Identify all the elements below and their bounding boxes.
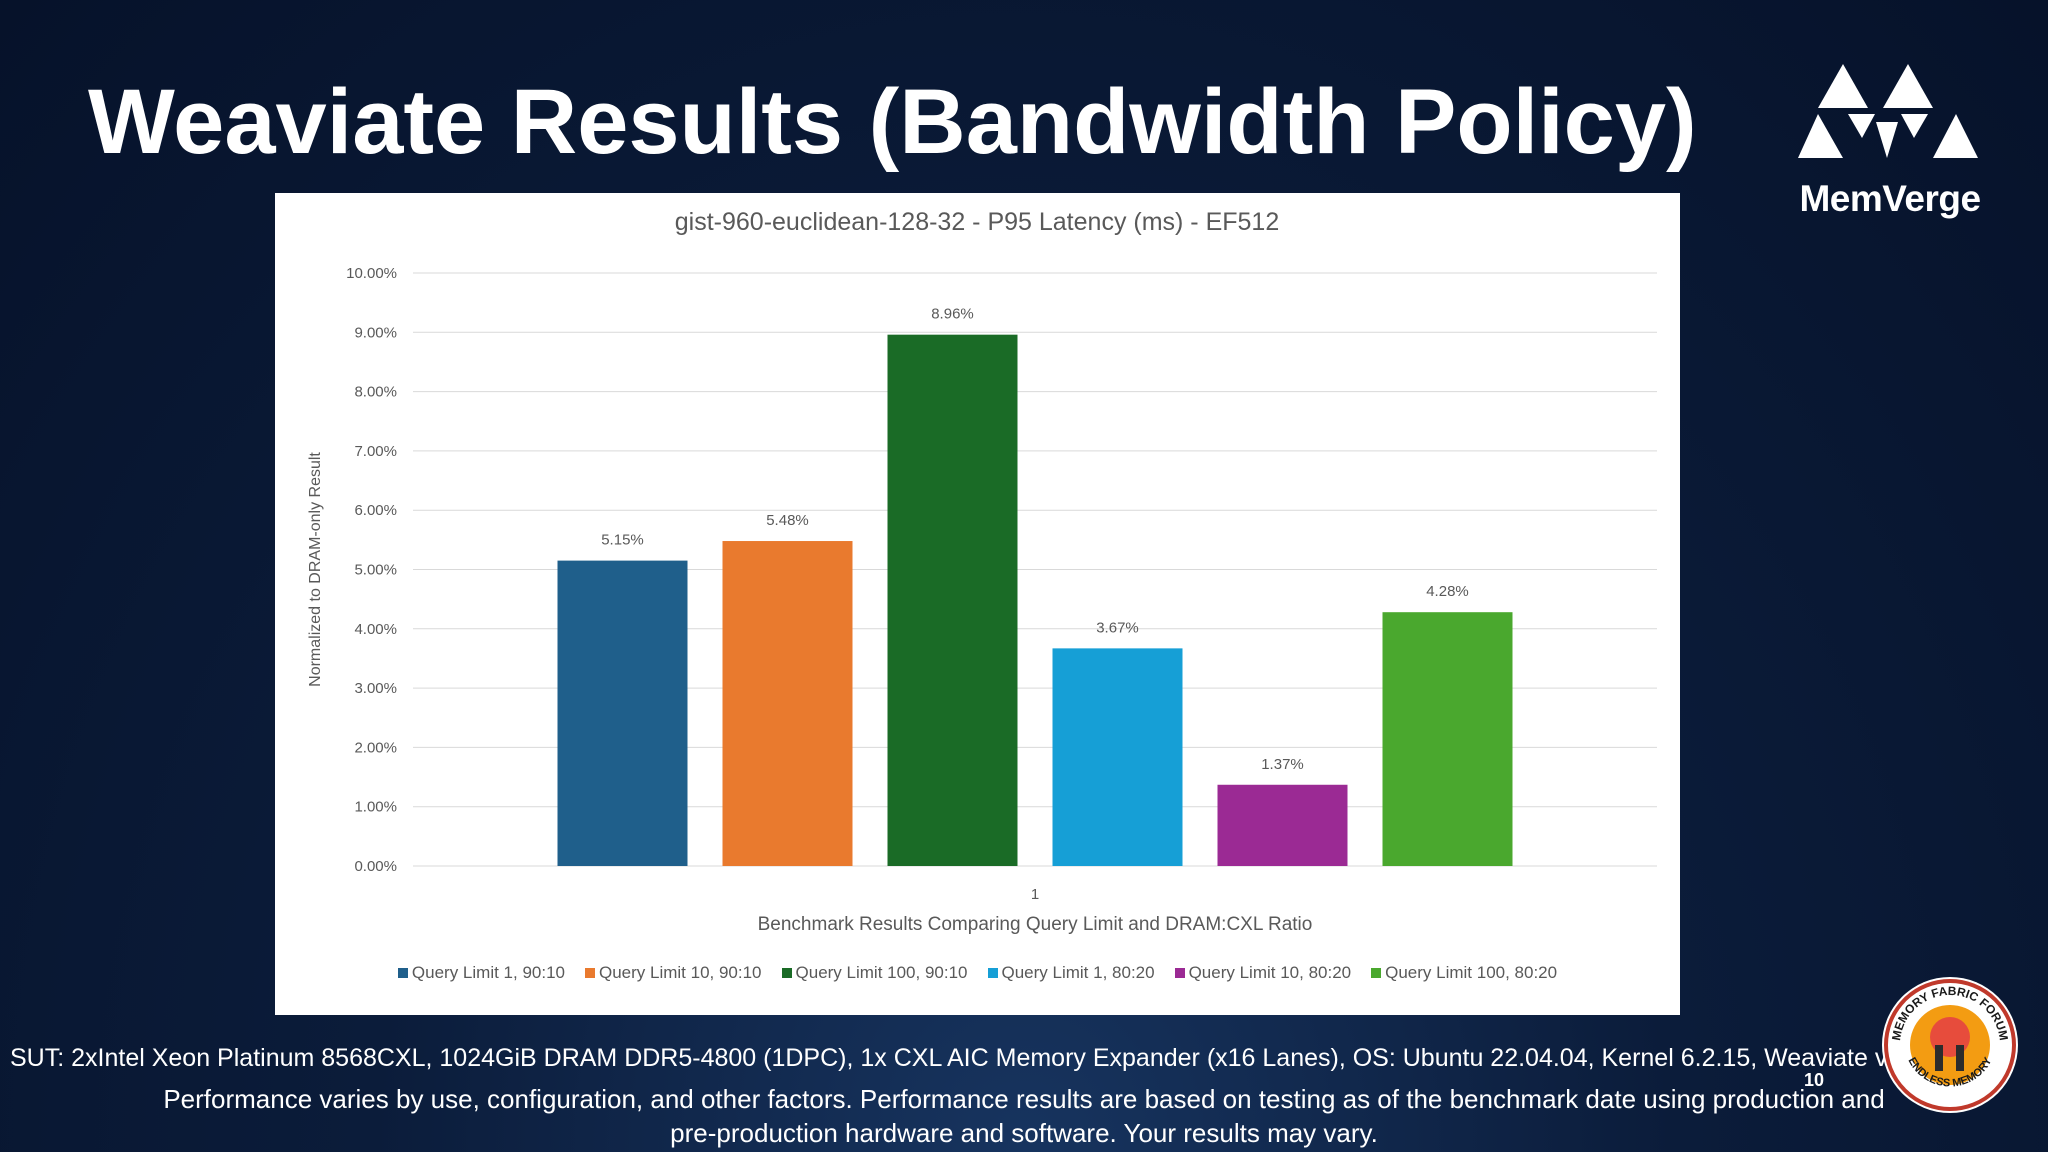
x-tick-label: 1 xyxy=(1031,886,1039,903)
legend-swatch xyxy=(781,968,792,978)
y-tick-label: 7.00% xyxy=(354,443,397,460)
y-tick-label: 8.00% xyxy=(354,384,397,401)
data-label: 8.96% xyxy=(931,306,974,323)
y-tick-label: 10.00% xyxy=(346,265,397,282)
page-number: 10 xyxy=(1804,1070,1825,1090)
memory-fabric-forum-badge-icon: MEMORY FABRIC FORUM ENDLESS MEMORY xyxy=(1882,977,2018,1113)
footer-performance-text-1: Performance varies by use, configuration… xyxy=(163,1084,1885,1114)
bar xyxy=(1217,784,1348,866)
legend-label: Query Limit 100, 90:10 xyxy=(795,963,968,982)
legend-item: Query Limit 10, 90:10 xyxy=(584,963,762,983)
bar xyxy=(557,560,688,866)
triangles-logo-icon xyxy=(1798,64,1978,158)
chart-panel: gist-960-euclidean-128-32 - P95 Latency … xyxy=(275,193,1680,1015)
y-tick-label: 0.00% xyxy=(354,858,397,875)
legend-label: Query Limit 10, 80:20 xyxy=(1188,963,1352,982)
chart-legend: Query Limit 1, 90:10 Query Limit 10, 90:1… xyxy=(275,963,1680,983)
bar xyxy=(887,334,1018,866)
data-label: 5.15% xyxy=(601,532,644,549)
chart-title: gist-960-euclidean-128-32 - P95 Latency … xyxy=(675,208,1279,236)
legend-label: Query Limit 10, 90:10 xyxy=(598,963,762,982)
legend-item: Query Limit 1, 80:20 xyxy=(987,963,1155,983)
y-tick-label: 2.00% xyxy=(354,739,397,756)
bar xyxy=(722,541,853,866)
footer-sut-text: SUT: 2xIntel Xeon Platinum 8568CXL, 1024… xyxy=(10,1044,1957,1072)
data-label: 1.37% xyxy=(1261,756,1304,773)
legend-label: Query Limit 1, 90:10 xyxy=(411,963,565,982)
legend-item: Query Limit 100, 80:20 xyxy=(1371,963,1557,983)
data-label: 5.48% xyxy=(766,512,809,529)
legend-swatch xyxy=(397,968,408,978)
y-tick-label: 3.00% xyxy=(354,680,397,697)
footer-performance-text-2: pre-production hardware and software. Yo… xyxy=(670,1118,1378,1148)
legend-swatch xyxy=(584,968,595,978)
x-axis-label: Benchmark Results Comparing Query Limit … xyxy=(758,914,1313,935)
y-tick-label: 6.00% xyxy=(354,502,397,519)
legend-swatch xyxy=(1174,968,1185,978)
legend-item: Query Limit 10, 80:20 xyxy=(1174,963,1352,983)
legend-swatch xyxy=(1371,968,1382,978)
data-label: 3.67% xyxy=(1096,619,1139,636)
legend-item: Query Limit 100, 90:10 xyxy=(781,963,968,983)
y-tick-label: 5.00% xyxy=(354,562,397,579)
data-label: 4.28% xyxy=(1426,583,1469,600)
legend-label: Query Limit 1, 80:20 xyxy=(1001,963,1155,982)
bar-chart: gist-960-euclidean-128-32 - P95 Latency … xyxy=(307,208,1657,935)
slide-title: Weaviate Results (Bandwidth Policy) xyxy=(88,71,1697,173)
bar xyxy=(1382,612,1513,866)
legend-item: Query Limit 1, 90:10 xyxy=(397,963,565,983)
y-tick-label: 1.00% xyxy=(354,799,397,816)
logo-text: MemVerge xyxy=(1799,178,1981,219)
y-tick-label: 4.00% xyxy=(354,621,397,638)
legend-label: Query Limit 100, 80:20 xyxy=(1385,963,1558,982)
bar xyxy=(1052,648,1183,866)
legend-swatch xyxy=(987,968,998,978)
y-axis-label: Normalized to DRAM-only Result xyxy=(307,452,324,687)
y-tick-label: 9.00% xyxy=(354,324,397,341)
